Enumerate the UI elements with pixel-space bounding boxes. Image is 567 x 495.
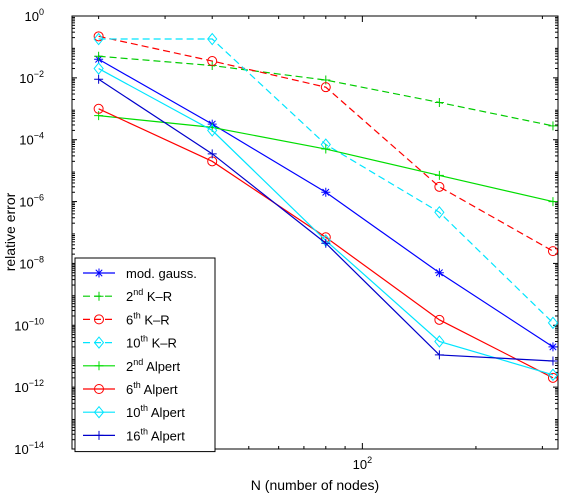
legend-entry: 10th K–R — [83, 334, 177, 351]
x-tick-label: 102 — [353, 455, 372, 472]
y-tick-label: 10−12 — [14, 378, 44, 395]
legend: mod. gauss. 2nd K–R 6th K–R 10th K–R 2nd Alp… — [74, 257, 216, 453]
data-point-marker — [94, 430, 104, 440]
legend-label: 2nd K–R — [126, 287, 172, 304]
data-point-marker — [207, 56, 218, 67]
legend-label: 6th K–R — [126, 310, 170, 327]
legend-entry: 2nd K–R — [83, 287, 172, 304]
legend-entry: 6th Alpert — [83, 380, 178, 397]
data-point-marker — [434, 181, 445, 192]
legend-label: mod. gauss. — [126, 266, 197, 281]
data-point-marker — [434, 97, 444, 107]
y-tick-label: 10−14 — [14, 440, 44, 457]
data-point-marker — [207, 124, 218, 137]
data-point-marker — [207, 149, 217, 159]
data-point-marker — [434, 335, 445, 348]
series-layer — [93, 31, 559, 383]
y-tick-label: 10−8 — [19, 254, 44, 271]
y-tick-label: 10−4 — [19, 131, 44, 148]
data-point-marker — [93, 32, 104, 46]
data-point-marker — [434, 206, 445, 219]
data-point-marker — [93, 103, 104, 114]
data-point-marker — [434, 268, 444, 278]
series-6th-alpert — [93, 103, 558, 383]
data-point-marker — [93, 62, 104, 75]
data-point-marker — [93, 405, 105, 419]
data-point-marker — [547, 246, 558, 257]
y-tick-label: 100 — [25, 7, 44, 24]
legend-entry: 16th Alpert — [83, 426, 185, 443]
data-point-marker — [93, 31, 104, 42]
data-point-marker — [320, 82, 331, 93]
data-point-marker — [547, 372, 558, 383]
data-point-marker — [548, 197, 558, 207]
series-2nd-alpert — [94, 111, 558, 207]
data-point-marker — [434, 314, 445, 325]
data-point-marker — [93, 336, 105, 349]
legend-entry: 2nd Alpert — [83, 357, 180, 374]
y-axis-label: relative error — [2, 192, 18, 271]
data-point-marker — [321, 144, 331, 154]
series-6th-k-r — [93, 31, 558, 257]
data-point-marker — [548, 356, 558, 366]
data-point-marker — [547, 368, 559, 382]
y-tick-label: 10−10 — [14, 316, 44, 333]
legend-label: 16th Alpert — [126, 426, 185, 443]
y-tick-label: 10−6 — [19, 193, 44, 210]
data-point-marker — [548, 342, 558, 352]
data-point-marker — [94, 384, 104, 394]
y-tick-label: 10−2 — [19, 69, 44, 86]
data-point-marker — [94, 314, 104, 325]
data-point-marker — [434, 350, 444, 360]
series-line — [98, 108, 554, 379]
legend-entry: mod. gauss. — [83, 266, 197, 281]
legend-entry: 6th K–R — [83, 310, 170, 327]
data-point-marker — [94, 51, 104, 61]
legend-box — [74, 257, 216, 453]
data-point-marker — [547, 316, 559, 330]
legend-entry: 10th Alpert — [83, 403, 185, 420]
data-point-marker — [321, 238, 331, 248]
data-point-marker — [94, 74, 104, 84]
series-line — [98, 35, 554, 252]
data-point-marker — [94, 291, 104, 301]
series-16th-alpert — [94, 74, 558, 366]
legend-label: 6th Alpert — [126, 380, 178, 397]
data-point-marker — [434, 170, 444, 180]
legend-label: 10th Alpert — [126, 403, 185, 420]
series-10th-k-r — [93, 32, 559, 330]
x-axis-label: N (number of nodes) — [251, 477, 379, 493]
axis-ticks: 10−14 10−12 10−10 10−8 10−6 10−4 10−2 100 102 — [14, 7, 558, 472]
data-point-marker — [548, 121, 558, 131]
data-point-marker — [94, 111, 104, 121]
data-point-marker — [94, 361, 104, 371]
legend-label: 2nd Alpert — [126, 357, 180, 374]
series-line — [98, 38, 554, 324]
data-point-marker — [321, 187, 331, 197]
legend-label: 10th K–R — [126, 334, 177, 351]
data-point-marker — [207, 32, 218, 46]
data-point-marker — [94, 268, 104, 278]
